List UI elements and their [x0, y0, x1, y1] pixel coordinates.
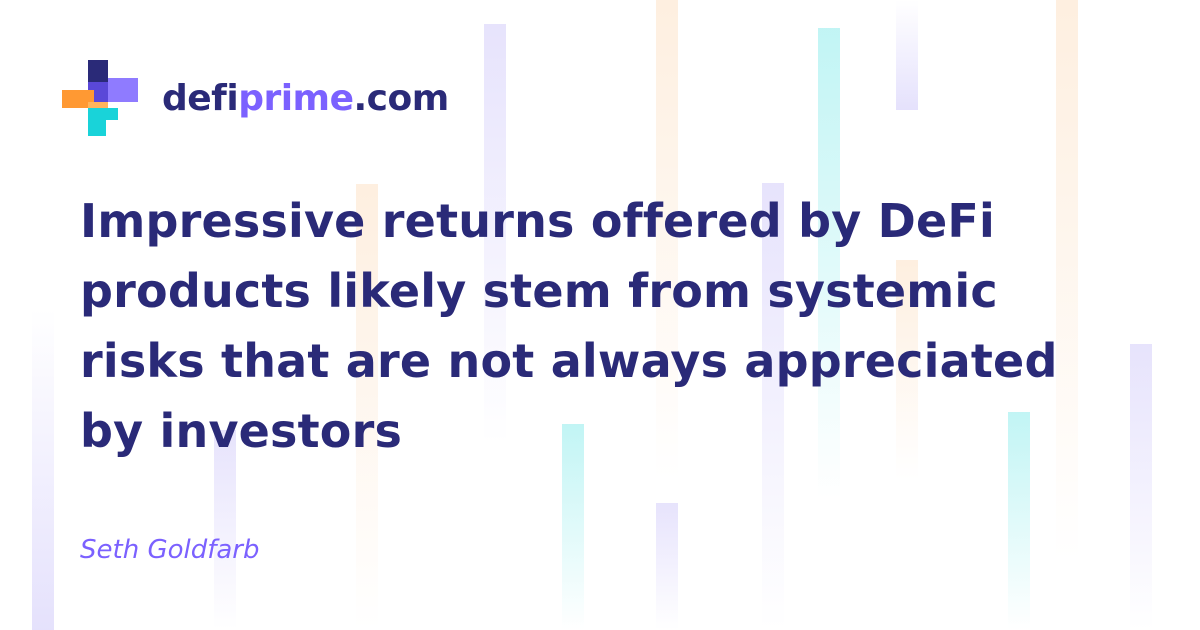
quote-line: by investors — [80, 404, 403, 458]
quote-line: risks that are not always appreciated — [80, 334, 1058, 388]
brand-logo[interactable]: defiprime.com — [62, 60, 449, 136]
brand-name-prefix: defi — [162, 77, 239, 119]
quote-line: Impressive returns offered by DeFi — [80, 194, 995, 248]
defiprime-logo-icon — [62, 60, 138, 136]
brand-name-suffix: .com — [353, 77, 449, 119]
background-stripe — [1008, 412, 1030, 630]
background-stripe — [762, 183, 784, 630]
background-stripe — [818, 28, 840, 498]
quote-line: products likely stem from systemic — [80, 264, 998, 318]
background-stripe — [1056, 0, 1078, 560]
quote-headline: Impressive returns offered by DeFi produ… — [80, 186, 1160, 466]
background-stripe — [562, 424, 584, 630]
background-stripe — [356, 184, 378, 630]
background-stripe — [1130, 344, 1152, 630]
author-name: Seth Goldfarb — [80, 535, 260, 565]
background-stripe — [484, 24, 506, 444]
background-stripe — [896, 260, 918, 480]
background-stripe — [656, 0, 678, 480]
background-stripe — [656, 503, 678, 630]
brand-name-accent: prime — [238, 77, 354, 119]
background-stripe — [214, 430, 236, 630]
brand-wordmark: defiprime.com — [162, 78, 449, 119]
background-stripe — [32, 308, 54, 630]
background-stripe — [896, 0, 918, 110]
